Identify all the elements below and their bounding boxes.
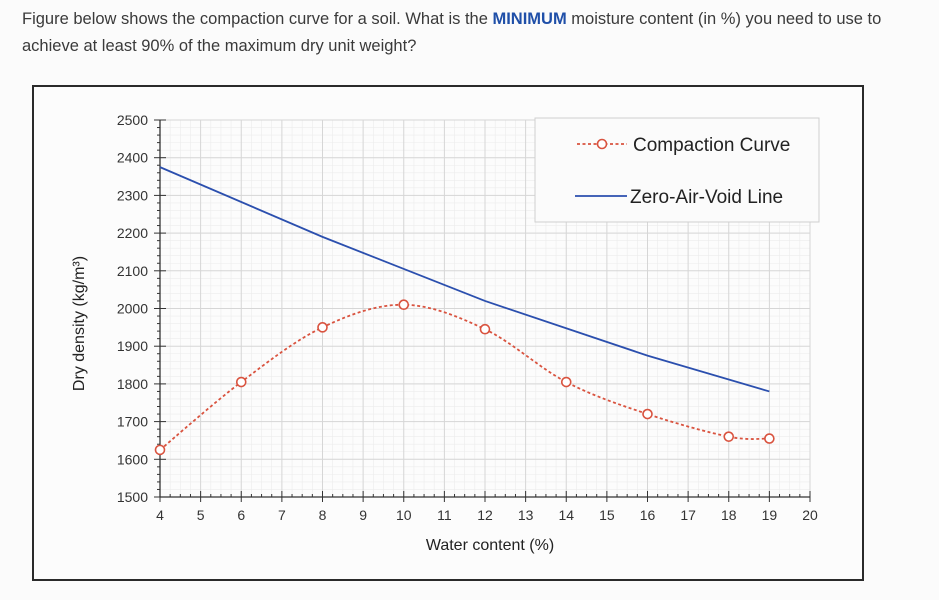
- question-part2: moisture content (in %) you need to use …: [22, 10, 882, 55]
- x-tick-label: 17: [680, 507, 696, 523]
- x-tick-label: 13: [518, 507, 534, 523]
- x-tick-label: 6: [237, 507, 245, 523]
- compaction-point: [642, 408, 653, 420]
- y-tick-label: 2300: [117, 187, 148, 203]
- compaction-point: [317, 322, 328, 333]
- legend-zav-label: Zero-Air-Void Line: [630, 187, 783, 208]
- x-tick-label: 8: [319, 507, 327, 523]
- y-tick-label: 2400: [117, 150, 148, 166]
- y-tick-label: 2200: [117, 225, 148, 241]
- y-tick-label: 1500: [117, 489, 148, 505]
- axis-layer: 1500 1600 1700 1800 1900 2000 2100 2200 2300 2400…: [117, 112, 818, 523]
- grid-layer: [159, 119, 811, 498]
- x-tick-label: 19: [762, 507, 778, 523]
- x-tick-label: 12: [477, 507, 493, 523]
- y-tick-label: 2100: [117, 263, 148, 279]
- x-tick-label: 15: [599, 507, 615, 523]
- x-tick-label: 9: [359, 507, 367, 523]
- compaction-point: [398, 299, 410, 311]
- compaction-point: [764, 433, 775, 444]
- question-emphasis: MINIMUM: [492, 10, 567, 28]
- x-tick-label: 7: [278, 507, 286, 523]
- y-tick-label: 2000: [117, 301, 148, 317]
- compaction-point: [479, 323, 491, 335]
- x-tick-label: 16: [640, 507, 656, 523]
- compaction-point: [723, 431, 735, 442]
- x-tick-label: 11: [437, 507, 452, 523]
- y-axis-label: Dry density (kg/m³): [71, 256, 88, 391]
- x-tick-label: 5: [197, 507, 205, 523]
- compaction-point: [154, 444, 166, 456]
- compaction-point: [235, 376, 247, 388]
- legend-compaction-marker: [596, 138, 608, 150]
- question-part1: Figure below shows the compaction curve …: [22, 10, 493, 28]
- x-tick-label: 20: [802, 507, 818, 523]
- x-axis-label: Water content (%): [426, 537, 554, 554]
- legend-box: [534, 117, 820, 223]
- compaction-point: [560, 376, 572, 388]
- y-tick-label: 2500: [117, 112, 148, 128]
- x-tick-label: 10: [396, 507, 412, 523]
- y-tick-label: 1700: [117, 414, 148, 430]
- y-tick-label: 1800: [117, 376, 148, 392]
- x-tick-label: 14: [558, 507, 574, 523]
- legend-compaction-label: Compaction Curve: [633, 135, 790, 156]
- zero-air-void-line: [159, 166, 770, 393]
- x-tick-label: 4: [156, 507, 164, 523]
- y-tick-label: 1600: [117, 451, 148, 467]
- y-tick-label: 1900: [117, 338, 148, 354]
- x-tick-label: 18: [721, 507, 737, 523]
- legend: Compaction Curve Zero-Air-Void Line: [534, 117, 820, 223]
- series-layer: [154, 166, 775, 456]
- question-text: Figure below shows the compaction curve …: [22, 6, 927, 60]
